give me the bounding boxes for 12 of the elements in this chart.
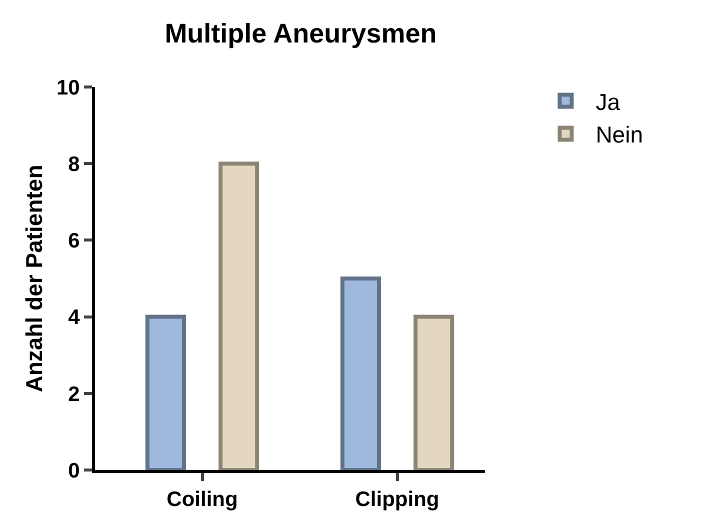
legend-label: Ja — [596, 88, 620, 115]
y-tick-label: 6 — [68, 230, 80, 253]
chart-title: Multiple Aneurysmen — [164, 18, 437, 49]
y-tick-label: 0 — [68, 459, 80, 482]
y-tick-label: 8 — [68, 152, 80, 176]
y-tick-label: 2 — [68, 382, 80, 406]
x-tick-label: Coiling — [166, 488, 238, 512]
y-axis-title: Anzahl der Patienten — [20, 164, 47, 392]
legend-label: Nein — [596, 122, 644, 148]
y-tick-label: 10 — [56, 76, 80, 100]
x-tick-label: Clipping — [355, 488, 440, 512]
y-tick-label: 4 — [68, 306, 80, 330]
